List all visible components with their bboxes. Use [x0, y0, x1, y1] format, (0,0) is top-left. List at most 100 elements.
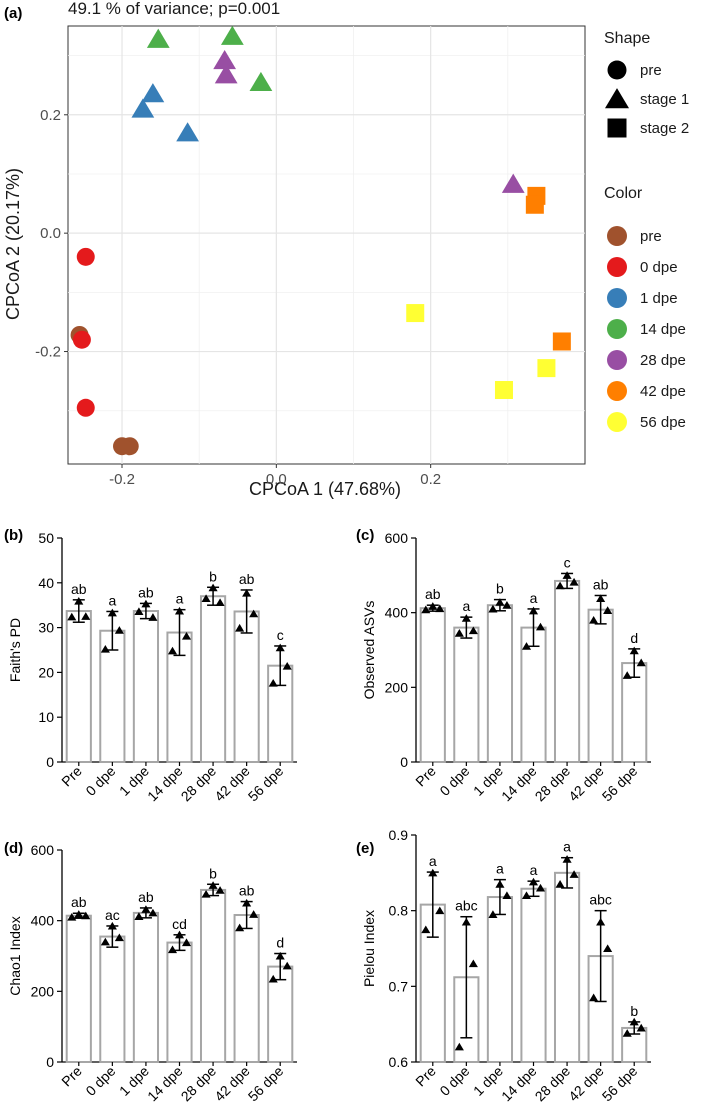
scatter-point — [213, 49, 237, 70]
x-tick-label: 0 dpe — [82, 763, 118, 799]
bar — [553, 871, 581, 1063]
significance-letter: abc — [589, 892, 612, 908]
scatter-xlabel: CPCoA 1 (47.68%) — [249, 479, 401, 499]
legend-color-swatch — [607, 319, 627, 339]
x-tick-label: 14 dpe — [498, 763, 540, 805]
x-tick-label: 0 dpe — [436, 1063, 472, 1099]
data-point — [596, 594, 606, 602]
legend-shape-title: Shape — [604, 30, 650, 47]
y-tick-label: 0.9 — [389, 827, 409, 843]
data-point — [502, 891, 512, 900]
legend-color-label: 14 dpe — [640, 321, 686, 338]
data-point — [488, 604, 498, 613]
y-tick-label: 10 — [38, 709, 54, 725]
data-point — [134, 912, 144, 920]
x-tick-label: 14 dpe — [144, 1063, 186, 1105]
data-point — [555, 880, 565, 888]
data-point — [435, 604, 445, 613]
significance-letter: ab — [138, 584, 154, 600]
significance-letter: abc — [455, 898, 478, 914]
data-point — [74, 597, 84, 605]
data-point — [242, 588, 252, 597]
significance-letter: b — [209, 865, 217, 881]
data-point — [603, 606, 613, 614]
significance-letter: ab — [239, 571, 255, 587]
x-tick-label: 28 dpe — [532, 1063, 574, 1105]
x-tick-label: 56 dpe — [599, 1063, 641, 1105]
significance-letter: a — [176, 591, 184, 607]
x-tick-label: 14 dpe — [498, 1063, 540, 1105]
x-tick-label: 0 dpe — [436, 763, 472, 799]
data-point — [201, 890, 211, 898]
x-tick-label: 42 dpe — [565, 763, 607, 805]
legend-color-label: pre — [640, 228, 662, 245]
scatter-legend: pre stage 1 stage 2 pre 0 dpe 1 dpe 14 dpe 28 d… — [604, 60, 689, 432]
data-point — [468, 959, 478, 968]
data-point — [114, 933, 124, 942]
data-point — [555, 581, 565, 590]
scatter-point — [176, 122, 199, 142]
scatter-point — [537, 359, 556, 378]
panel-label-e: (e) — [356, 840, 374, 857]
data-point — [81, 911, 91, 920]
data-point — [461, 614, 471, 622]
data-point — [528, 877, 539, 886]
data-point — [569, 577, 579, 586]
y-axis-label: Faith's PD — [7, 618, 23, 682]
data-point — [421, 605, 431, 614]
bar — [65, 610, 92, 763]
data-point — [114, 626, 124, 634]
significance-letter: ab — [71, 894, 87, 910]
legend-color-swatch — [607, 226, 627, 246]
data-point — [67, 612, 77, 621]
data-point — [174, 930, 185, 939]
data-point — [242, 898, 252, 907]
scatter-point — [214, 64, 238, 84]
y-tick-label: 0 — [400, 754, 408, 770]
data-point — [596, 917, 606, 926]
data-point — [275, 951, 285, 960]
significance-letter: a — [429, 853, 437, 869]
significance-letter: a — [530, 862, 538, 878]
data-point — [636, 658, 646, 667]
data-point — [235, 923, 245, 932]
y-tick-label: 400 — [31, 913, 55, 929]
legend-color-swatch — [607, 350, 627, 370]
y-tick-label: 0.7 — [389, 978, 409, 994]
data-point — [134, 607, 144, 615]
bar — [233, 610, 260, 763]
data-point — [148, 613, 158, 621]
data-point — [521, 891, 532, 900]
significance-letter: ab — [71, 581, 87, 597]
y-axis-label: Chao1 Index — [7, 916, 23, 995]
data-point — [454, 1042, 464, 1051]
y-tick-label: 0 — [46, 754, 54, 770]
bar — [132, 911, 160, 1063]
x-tick-label: Pre — [58, 763, 85, 790]
data-point — [282, 961, 292, 970]
x-tick-label: 42 dpe — [565, 1063, 607, 1105]
legend-color-swatch — [607, 288, 627, 308]
scatter-point — [249, 71, 273, 92]
bar — [132, 610, 160, 763]
significance-letter: a — [530, 590, 538, 606]
y-axis-label: Pielou Index — [361, 910, 377, 987]
x-tick-label: 28 dpe — [532, 763, 574, 805]
data-point — [535, 883, 546, 892]
data-point — [282, 661, 292, 670]
y-tick-label: 0.6 — [389, 1054, 409, 1070]
significance-letter: ab — [239, 883, 255, 899]
significance-letter: ab — [425, 586, 441, 602]
data-point — [215, 598, 225, 607]
bar — [486, 896, 514, 1064]
bar — [199, 595, 227, 763]
bar — [199, 888, 227, 1064]
data-point — [201, 594, 211, 602]
significance-letter: ab — [593, 576, 609, 592]
data-point — [249, 910, 259, 918]
scatter-point — [76, 247, 95, 266]
data-point — [562, 571, 572, 579]
